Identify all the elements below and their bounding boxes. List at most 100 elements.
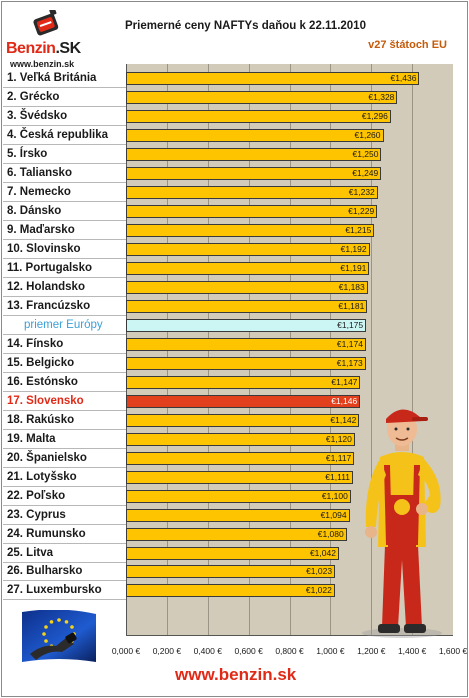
logo-url: www.benzin.sk <box>10 59 75 69</box>
price-bar <box>126 584 335 598</box>
price-bar <box>126 565 336 579</box>
price-bar <box>126 489 351 503</box>
price-bar <box>126 185 378 199</box>
row-separator <box>3 124 126 126</box>
x-tick-label: 1,400 € <box>397 646 427 656</box>
bar-value-label: €1,100 <box>321 490 348 501</box>
bar-value-label: €1,183 <box>338 281 365 292</box>
country-label: 6. Taliansko <box>7 166 72 179</box>
row-separator <box>3 428 126 430</box>
x-tick-label: 0,600 € <box>234 646 263 656</box>
bar-value-label: €1,328 <box>368 91 395 102</box>
row-separator <box>3 485 126 487</box>
x-tick-label: 1,000 € <box>316 646 345 656</box>
row-separator <box>3 238 126 240</box>
price-bar <box>126 432 355 446</box>
chart-subtitle: v27 štátoch EU <box>368 39 447 51</box>
x-tick-label: 0,000 € <box>111 646 141 656</box>
logo-brand: Benzin.SK <box>6 40 81 58</box>
bar-value-label: €1,022 <box>305 585 332 596</box>
bar-value-label: €1,146 <box>331 395 358 406</box>
row-separator <box>3 181 126 183</box>
row-separator <box>3 200 126 202</box>
price-bar <box>126 147 382 161</box>
country-label: 19. Malta <box>7 432 56 445</box>
bar-value-label: €1,296 <box>361 110 388 121</box>
row-separator <box>3 523 126 525</box>
gridline <box>371 64 373 636</box>
row-separator <box>3 87 126 88</box>
bar-value-label: €1,111 <box>325 471 351 482</box>
price-bar <box>126 128 384 142</box>
country-label: 1. Veľká Británia <box>7 72 97 84</box>
price-bar <box>126 337 366 351</box>
country-label: 3. Švédsko <box>7 109 68 122</box>
eu-flag-fuel-nozzle-image <box>22 610 96 662</box>
eu-star-icon <box>44 639 48 643</box>
country-label: 13. Francúzsko <box>7 299 91 312</box>
bar-value-label: €1,042 <box>309 547 336 558</box>
bar-value-label: €1,094 <box>320 509 347 520</box>
country-label: 10. Slovinsko <box>7 242 81 255</box>
row-separator <box>3 409 126 411</box>
row-separator <box>3 466 126 468</box>
x-tick-label: 0,400 € <box>193 646 222 656</box>
price-bar <box>126 204 378 218</box>
row-separator <box>3 561 126 563</box>
bar-value-label: €1,215 <box>345 224 372 235</box>
row-separator <box>3 542 126 544</box>
logo-brand-suffix: .SK <box>55 40 81 57</box>
bar-value-label: €1,173 <box>336 357 363 368</box>
country-label: 22. Poľsko <box>7 489 66 502</box>
row-separator <box>3 257 126 259</box>
price-bar <box>126 508 350 522</box>
eu-star-icon <box>57 618 61 622</box>
bar-value-label: €1,142 <box>330 414 357 425</box>
bar-value-label: €1,232 <box>348 186 375 197</box>
country-label: 12. Holandsko <box>7 280 85 293</box>
row-separator <box>3 314 126 316</box>
bar-value-label: €1,250 <box>352 148 379 159</box>
row-separator <box>3 276 126 278</box>
bar-value-label: €1,117 <box>325 452 352 463</box>
bar-value-label: €1,175 <box>337 319 364 330</box>
row-separator <box>3 162 126 164</box>
x-axis-line <box>126 635 453 636</box>
country-label: 24. Rumunsko <box>7 527 86 540</box>
fuel-can-icon <box>33 10 59 36</box>
price-bar <box>126 375 361 389</box>
europe-average-label: priemer Európy <box>24 318 103 331</box>
country-label: 5. Írsko <box>7 147 48 160</box>
country-label: 27. Luxembursko <box>7 584 102 597</box>
eu-star-icon <box>70 625 74 629</box>
country-label: 23. Cyprus <box>7 508 66 521</box>
mechanic-mascot-image <box>362 409 442 638</box>
price-bar <box>126 90 398 104</box>
row-separator <box>3 371 126 373</box>
benzin-logo[interactable]: Benzin.SK www.benzin.sk <box>4 10 86 69</box>
country-label: 2. Grécko <box>7 90 60 103</box>
price-bar <box>126 166 382 180</box>
bar-value-label: €1,181 <box>338 300 365 311</box>
country-label: 16. Estónsko <box>7 375 78 388</box>
bar-value-label: €1,192 <box>340 243 367 254</box>
price-bar <box>126 242 370 256</box>
country-label: 7. Nemecko <box>7 185 71 198</box>
bar-value-label: €1,080 <box>317 528 344 539</box>
row-separator <box>3 599 126 601</box>
eu-star-icon <box>42 632 46 636</box>
row-separator <box>3 447 126 449</box>
price-bar <box>126 109 391 123</box>
eu-star-icon <box>44 625 48 629</box>
price-bar <box>126 261 370 275</box>
price-bar <box>126 546 339 560</box>
eu-star-icon <box>64 620 69 624</box>
price-bar <box>126 451 355 465</box>
price-bar <box>126 72 420 85</box>
bar-value-label: €1,191 <box>340 262 367 273</box>
row-separator <box>3 333 126 335</box>
country-label: 21. Lotyšsko <box>7 470 77 483</box>
bar-value-label: €1,436 <box>390 73 417 83</box>
row-separator <box>3 390 126 392</box>
slovakia-bar <box>126 394 361 408</box>
